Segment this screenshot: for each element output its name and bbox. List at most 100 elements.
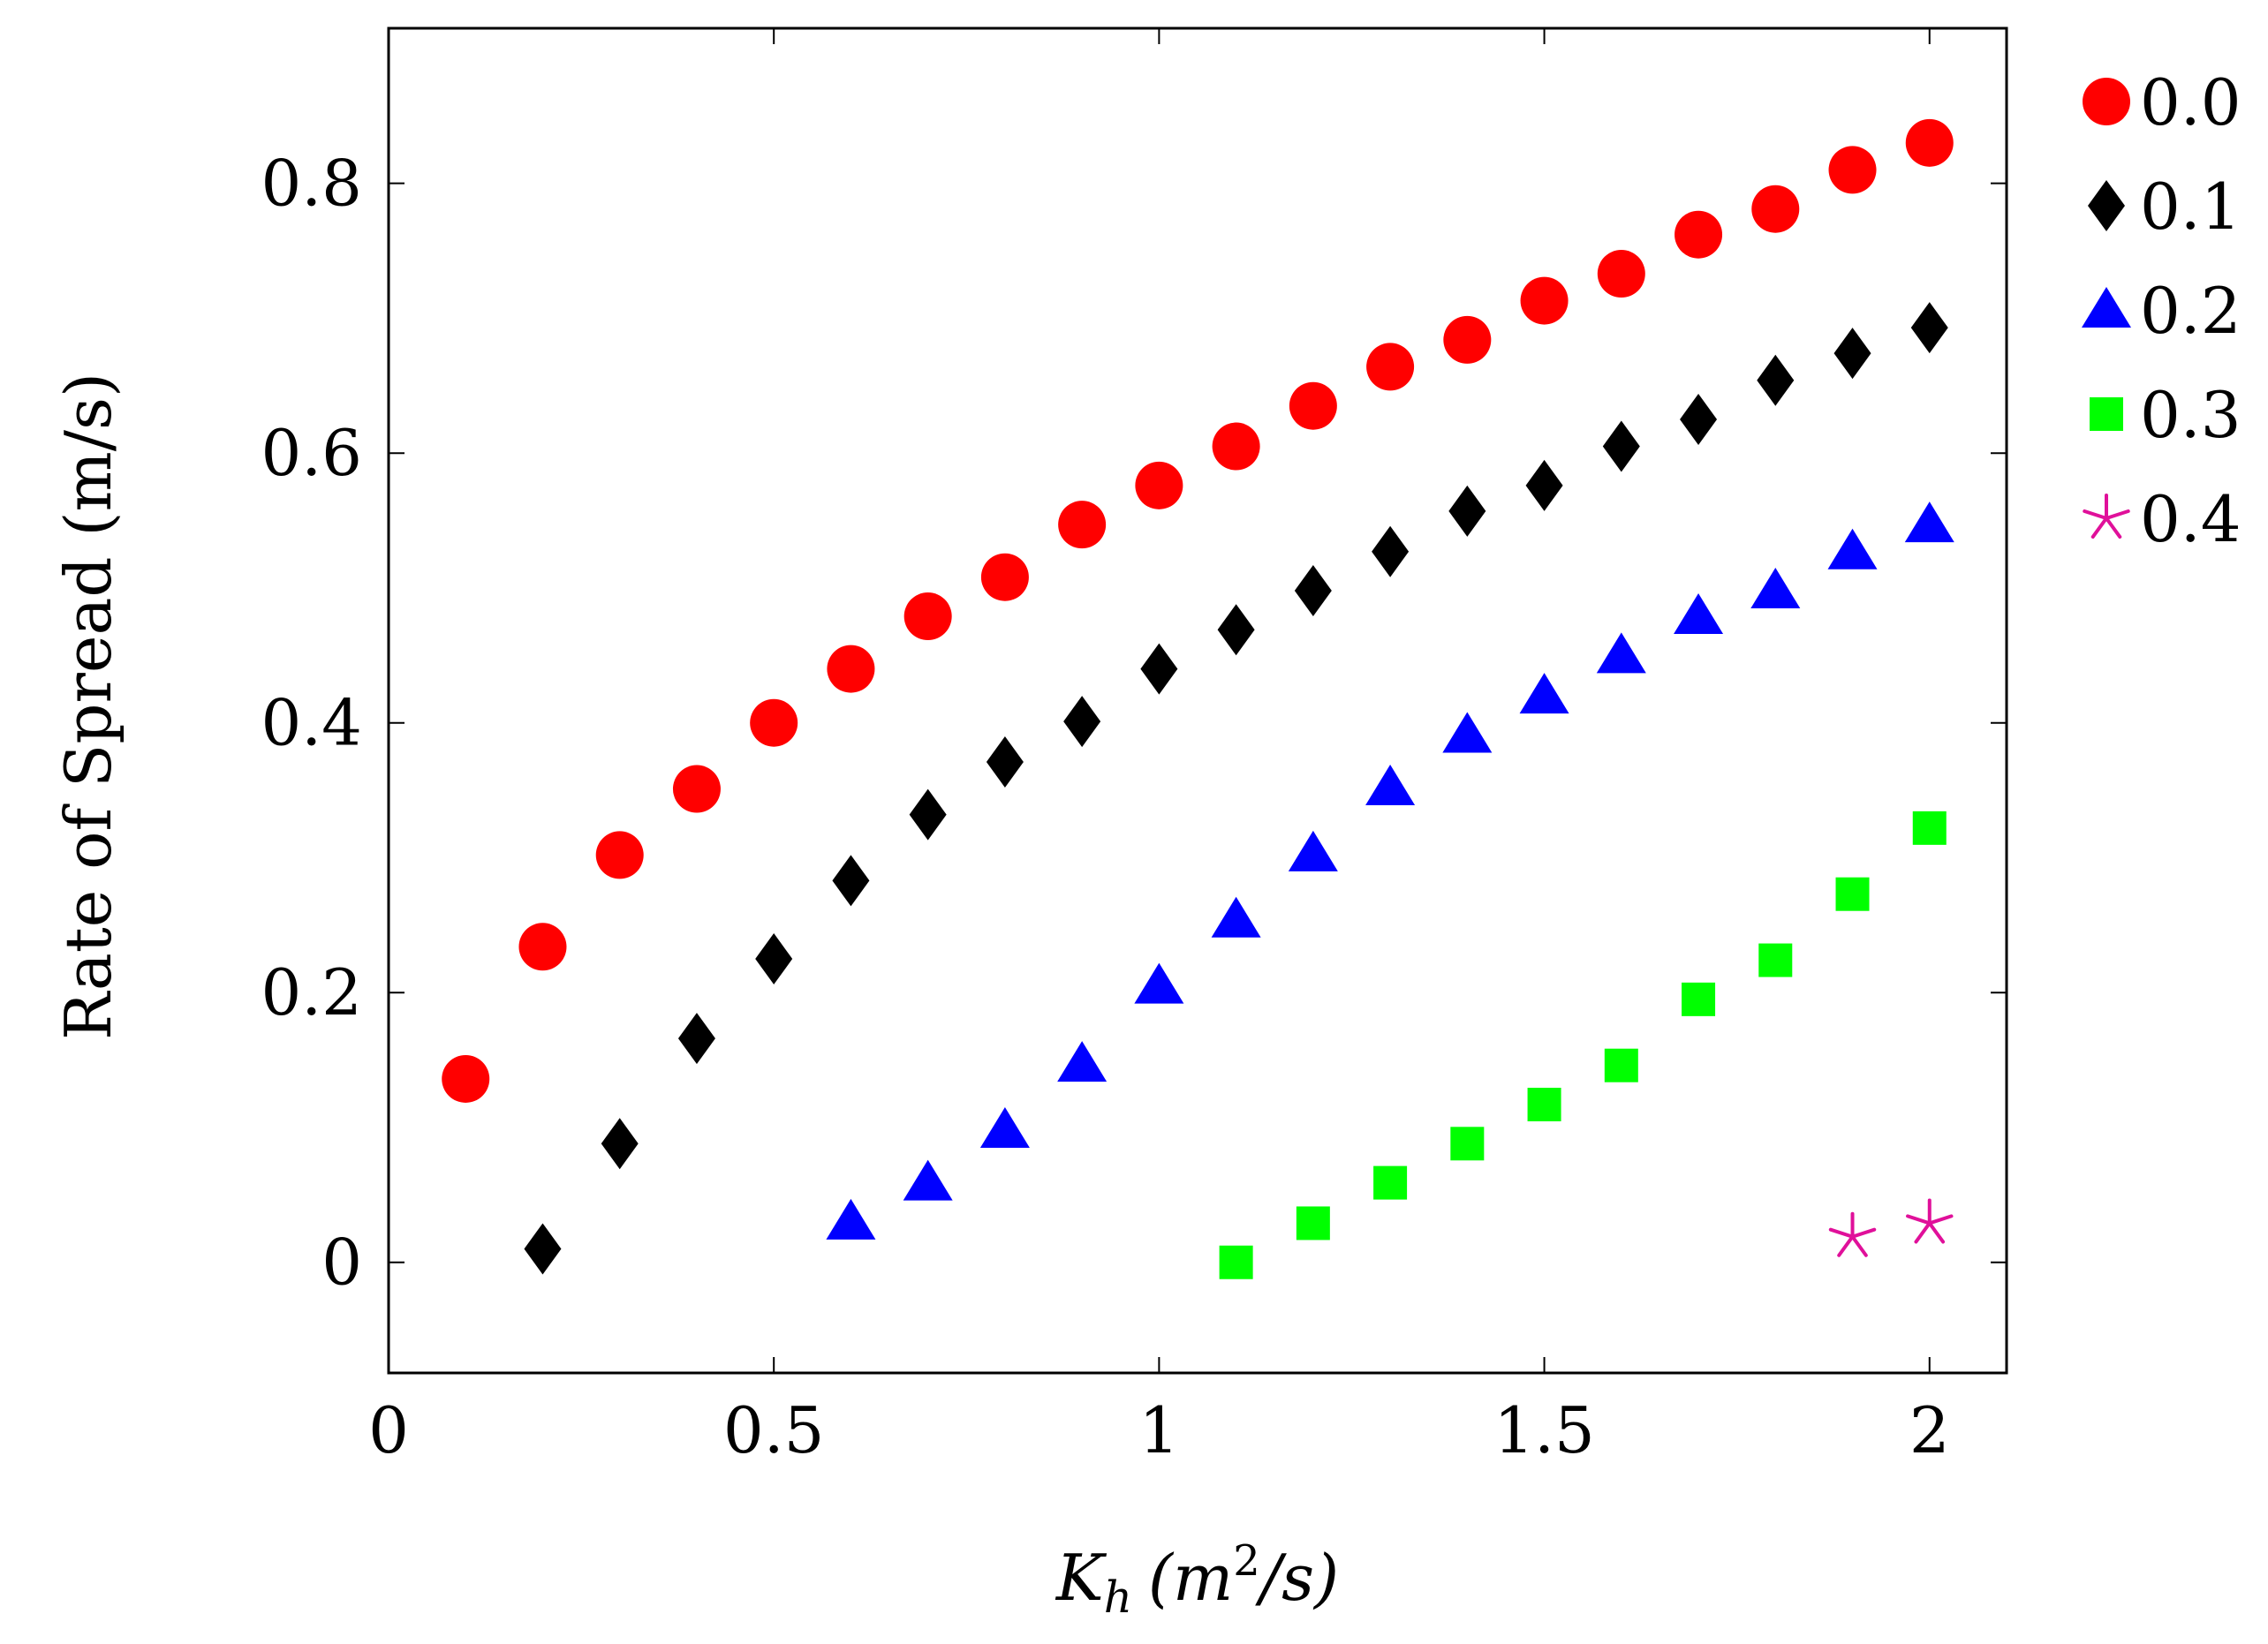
legend-marker-triangle xyxy=(2082,287,2131,328)
point-diamond xyxy=(986,736,1024,788)
point-triangle xyxy=(979,1107,1030,1149)
point-diamond xyxy=(1757,354,1795,406)
y-tick-label: 0.6 xyxy=(261,416,362,490)
point-star xyxy=(1828,1211,1877,1257)
point-circle xyxy=(518,923,567,971)
legend-marker-diamond xyxy=(2088,180,2125,231)
point-diamond xyxy=(677,1013,715,1065)
y-tick-label: 0.2 xyxy=(261,955,362,1029)
point-square xyxy=(1450,1127,1485,1161)
legend-label: 0.3 xyxy=(2140,378,2242,452)
point-star xyxy=(1906,1198,1954,1244)
point-circle xyxy=(595,831,644,879)
y-tick-label: 0.8 xyxy=(261,147,362,221)
point-triangle xyxy=(1904,501,1954,543)
star-arm xyxy=(1906,1214,1932,1225)
point-square xyxy=(1758,943,1793,977)
series-0.2 xyxy=(826,501,1954,1240)
x-tick-label: 1 xyxy=(1138,1393,1179,1467)
point-diamond xyxy=(1833,328,1871,380)
legend-label: 0.0 xyxy=(2140,65,2242,140)
legend-item: 0.3 xyxy=(2090,378,2242,452)
series-0.3 xyxy=(1219,811,1947,1279)
point-square xyxy=(1604,1048,1638,1082)
point-square xyxy=(1296,1206,1330,1241)
y-tick-label: 0 xyxy=(321,1225,362,1300)
point-diamond xyxy=(1140,643,1178,695)
point-diamond xyxy=(1372,525,1410,577)
point-square xyxy=(1835,877,1870,911)
plot-area xyxy=(387,26,2008,1375)
point-triangle xyxy=(903,1159,953,1201)
x-axis-label-sub: h xyxy=(1104,1572,1132,1623)
point-diamond xyxy=(1294,565,1332,617)
point-circle xyxy=(1289,381,1337,430)
point-circle xyxy=(980,553,1029,601)
point-triangle xyxy=(1134,962,1184,1004)
point-diamond xyxy=(1910,302,1948,354)
point-circle xyxy=(1905,118,1954,167)
point-square xyxy=(1682,982,1716,1016)
point-triangle xyxy=(1057,1041,1108,1082)
y-axis-label: Rate of Spread (m/s) xyxy=(51,373,125,1040)
point-triangle xyxy=(1442,712,1493,753)
x-axis-label-units-close: /s) xyxy=(1255,1541,1339,1615)
point-triangle xyxy=(1750,568,1801,609)
data-markers xyxy=(442,118,1954,1279)
x-axis-label-main: K xyxy=(1055,1541,1108,1615)
legend-marker-star xyxy=(2083,494,2130,539)
legend-label: 0.2 xyxy=(2140,274,2242,348)
point-diamond xyxy=(1602,420,1640,472)
point-circle xyxy=(1675,210,1723,259)
star-arm xyxy=(2105,509,2130,520)
point-diamond xyxy=(755,933,793,985)
point-diamond xyxy=(524,1223,562,1275)
point-diamond xyxy=(1063,696,1101,748)
point-triangle xyxy=(1596,632,1646,674)
legend-item: 0.1 xyxy=(2088,170,2242,244)
star-arm xyxy=(1927,1214,1954,1225)
point-square xyxy=(1373,1165,1408,1200)
legend-item: 0.4 xyxy=(2083,482,2242,556)
point-square xyxy=(1527,1088,1561,1122)
star-arm xyxy=(1927,1221,1946,1244)
point-diamond xyxy=(1448,485,1486,537)
tick-labels: 0 0.5 1 1.5 2 0 0.2 0.4 0.6 0.8 xyxy=(261,147,1949,1467)
point-triangle xyxy=(1288,830,1338,871)
point-diamond xyxy=(1680,393,1718,445)
star-arm xyxy=(1914,1221,1932,1244)
point-circle xyxy=(1212,422,1260,471)
series-0.4 xyxy=(1828,1198,1954,1257)
legend-marker-circle xyxy=(2083,78,2130,125)
point-circle xyxy=(827,645,875,693)
x-axis-label-units-sup: 2 xyxy=(1233,1536,1260,1586)
point-circle xyxy=(1366,343,1415,391)
y-tick-label: 0.4 xyxy=(261,686,362,760)
point-triangle xyxy=(826,1198,876,1240)
axis-ticks xyxy=(388,28,2007,1373)
legend-item: 0.2 xyxy=(2082,274,2242,348)
point-circle xyxy=(1058,501,1107,549)
x-tick-label: 0.5 xyxy=(723,1393,825,1467)
x-axis-label-units-open: (m xyxy=(1148,1541,1233,1615)
point-diamond xyxy=(1217,604,1255,656)
point-circle xyxy=(1751,185,1800,233)
legend-item: 0.0 xyxy=(2083,65,2242,140)
point-triangle xyxy=(1827,528,1878,569)
point-circle xyxy=(1443,315,1492,364)
point-diamond xyxy=(909,788,947,841)
point-circle xyxy=(1597,250,1645,298)
star-arm xyxy=(1828,1227,1855,1239)
point-circle xyxy=(1520,276,1569,325)
point-triangle xyxy=(1211,896,1261,938)
point-square xyxy=(1219,1245,1253,1279)
star-arm xyxy=(1850,1227,1877,1239)
point-circle xyxy=(442,1054,490,1103)
series-0.1 xyxy=(524,302,1948,1275)
point-diamond xyxy=(832,855,870,907)
star-arm xyxy=(1837,1234,1855,1257)
point-diamond xyxy=(601,1118,639,1170)
series-0.0 xyxy=(442,118,1954,1103)
x-tick-label: 0 xyxy=(368,1393,409,1467)
